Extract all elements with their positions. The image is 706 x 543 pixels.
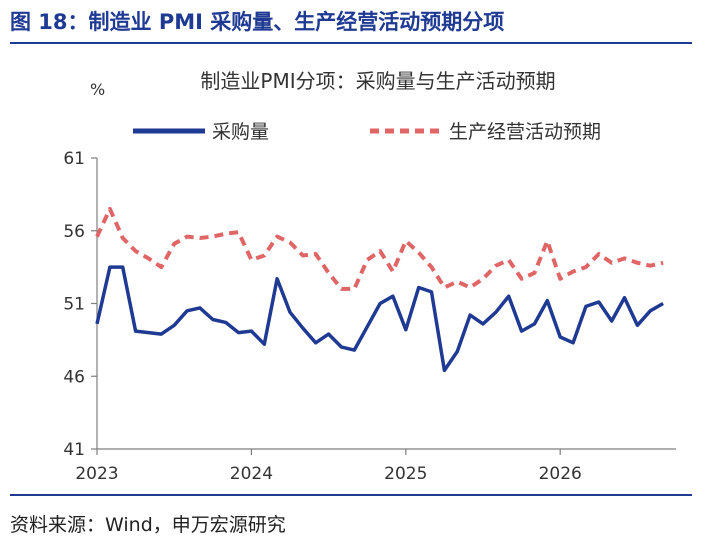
figure-title: 图 18：制造业 PMI 采购量、生产经营活动预期分项 (10, 10, 505, 34)
y-tick-label: 46 (63, 367, 85, 387)
series-line-1 (95, 206, 664, 291)
series-layer (95, 206, 664, 373)
source-divider (10, 494, 692, 496)
source-note: 资料来源：Wind，申万宏源研究 (10, 514, 286, 536)
y-tick-label: 41 (63, 440, 85, 460)
series-line-0 (95, 265, 664, 373)
x-tick-label: 2025 (384, 464, 427, 484)
legend-label-1: 生产经营活动预期 (449, 121, 601, 143)
y-tick-label: 51 (63, 295, 85, 315)
legend: 采购量 生产经营活动预期 (133, 121, 601, 143)
x-tick-label: 2024 (230, 464, 273, 484)
y-tick-label: 61 (63, 149, 85, 169)
axes: 41 46 51 56 61 2023 2024 2025 2026 (63, 149, 676, 484)
x-tick-label: 2023 (75, 464, 118, 484)
x-tick-label: 2026 (539, 464, 582, 484)
y-tick-label: 56 (63, 222, 85, 242)
y-axis-unit: % (90, 80, 105, 99)
title-divider (10, 42, 692, 44)
legend-label-0: 采购量 (212, 121, 269, 143)
chart-title: 制造业PMI分项：采购量与生产活动预期 (200, 69, 555, 93)
